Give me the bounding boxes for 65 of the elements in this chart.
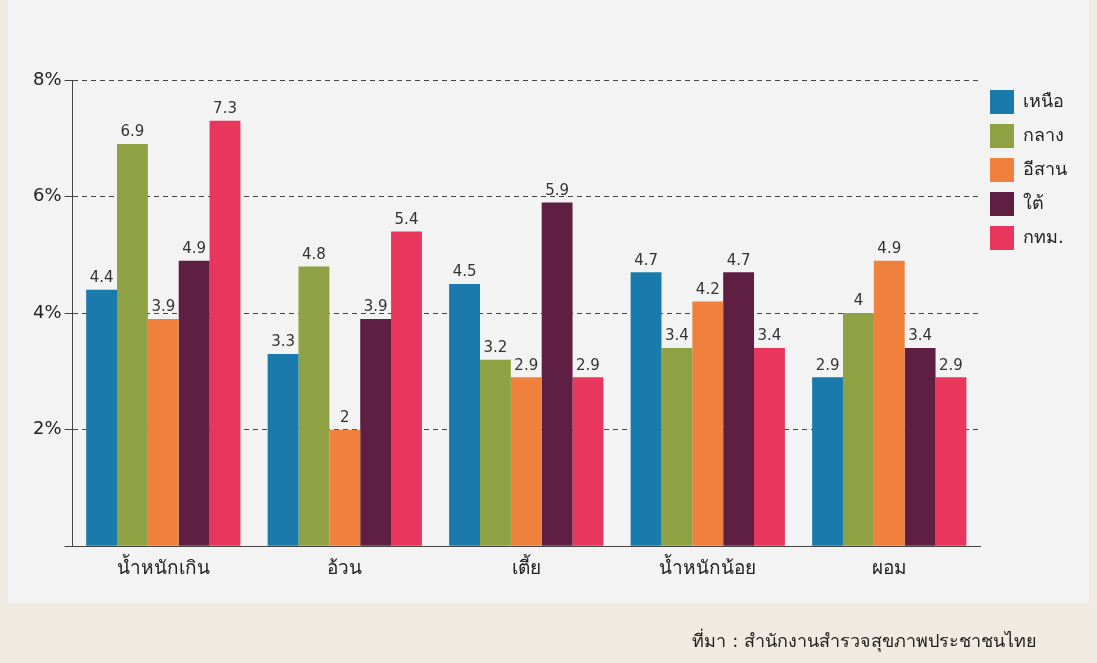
data-label: 4.9 [877, 239, 902, 258]
bar [178, 260, 210, 546]
bar [209, 120, 241, 546]
bar [449, 283, 480, 546]
bar [812, 377, 843, 546]
bar [510, 377, 542, 546]
bar [842, 313, 874, 546]
bar [329, 429, 361, 546]
data-label: 4 [853, 291, 864, 310]
data-label: 3.4 [908, 326, 933, 345]
legend-label: อีสาน [1023, 157, 1067, 179]
bar [723, 272, 755, 546]
legend-label: ใต้ [1023, 191, 1044, 213]
bar [298, 266, 330, 546]
bar [692, 301, 724, 546]
legend-label: กทม. [1023, 225, 1064, 247]
x-tick-label: ผอม [871, 555, 907, 578]
x-tick-label: น้ำหนักเกิน [116, 553, 210, 578]
bar [267, 353, 299, 546]
y-tick-label: 6% [32, 184, 62, 206]
bar [360, 318, 392, 546]
data-label: 2.9 [514, 355, 539, 374]
data-label: 4.5 [452, 262, 477, 281]
x-tick-label: เตี้ย [511, 553, 541, 578]
legend-label: กลาง [1023, 123, 1064, 145]
bar [86, 289, 118, 546]
bar [480, 359, 511, 546]
data-label: 5.9 [545, 180, 570, 199]
data-label: 2 [340, 408, 350, 427]
data-label: 2.9 [576, 355, 600, 374]
data-label: 3.4 [757, 326, 782, 345]
data-label: 4.7 [726, 250, 751, 269]
bar [147, 318, 179, 546]
data-label: 4.7 [634, 250, 658, 269]
x-tick-label: อ้วน [327, 555, 363, 578]
data-label: 3.4 [664, 326, 689, 345]
data-label: 7.3 [213, 99, 237, 118]
data-label: 3.9 [151, 297, 176, 316]
legend-label: เหนือ [1023, 89, 1064, 111]
data-label: 2.9 [939, 355, 963, 374]
bar [661, 348, 693, 546]
x-tick-label: น้ำหนักน้อย [659, 553, 757, 578]
data-label: 4.9 [182, 239, 207, 258]
bar [630, 272, 662, 546]
bar [391, 231, 422, 546]
data-label: 4.2 [695, 279, 720, 298]
bar [904, 348, 936, 546]
bar [541, 202, 573, 546]
bar [873, 260, 905, 546]
y-tick-label: 4% [32, 300, 62, 322]
text: ที่มา : สำนักงานสำรวจสุขภาพประชาชนไทย [692, 627, 1037, 652]
bar [117, 144, 148, 546]
bar [935, 377, 967, 546]
data-label: 4.4 [89, 268, 114, 287]
y-tick-label: 2% [32, 417, 62, 439]
bar [754, 348, 785, 546]
y-tick-label: 8% [32, 67, 62, 89]
data-label: 3.3 [271, 332, 296, 351]
data-label: 5.4 [394, 209, 419, 228]
data-label: 3.9 [363, 297, 388, 316]
data-label: 4.8 [302, 244, 326, 263]
bar [572, 377, 604, 546]
data-label: 3.2 [483, 338, 508, 357]
data-label: 6.9 [120, 122, 145, 141]
data-label: 2.9 [815, 355, 840, 374]
